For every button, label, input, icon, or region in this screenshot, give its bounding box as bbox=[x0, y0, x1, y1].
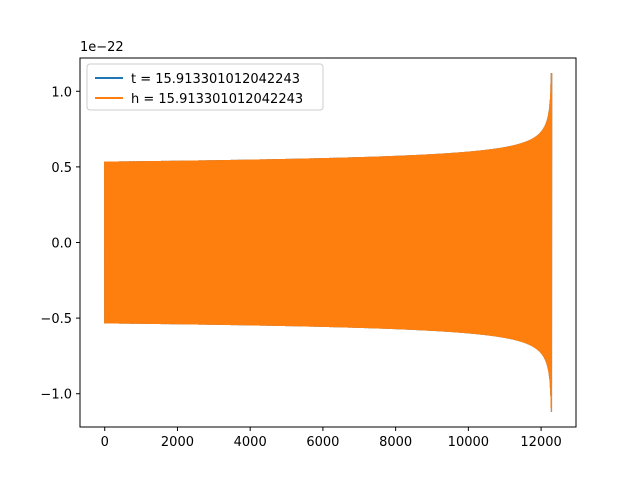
y-tick-label: 0.0 bbox=[51, 237, 72, 252]
y-tick-label: 0.5 bbox=[51, 161, 72, 176]
y-tick-label: −1.0 bbox=[40, 388, 72, 403]
legend-box bbox=[86, 63, 324, 111]
x-axis: 0 2000 4000 6000 8000 10000 12000 bbox=[101, 427, 562, 450]
y-tick-label: −0.5 bbox=[40, 312, 72, 327]
legend-label-1: t = 15.913301012042243 bbox=[131, 72, 300, 87]
legend: t = 15.913301012042243 h = 15.91330101204… bbox=[86, 63, 324, 111]
y-tick-label: 1.0 bbox=[51, 85, 72, 100]
y-axis: −1.0 −0.5 0.0 0.5 1.0 bbox=[40, 85, 80, 403]
x-tick-label: 4000 bbox=[234, 435, 267, 450]
series-envelope-2 bbox=[104, 75, 552, 410]
x-tick-label: 6000 bbox=[306, 435, 339, 450]
x-tick-label: 0 bbox=[101, 435, 109, 450]
legend-label-2: h = 15.913301012042243 bbox=[131, 92, 303, 107]
y-axis-offset-label: 1e−22 bbox=[80, 40, 124, 55]
series-layer bbox=[104, 73, 553, 412]
x-tick-label: 10000 bbox=[448, 435, 489, 450]
x-tick-label: 12000 bbox=[520, 435, 561, 450]
x-tick-label: 8000 bbox=[379, 435, 412, 450]
x-tick-label: 2000 bbox=[161, 435, 194, 450]
